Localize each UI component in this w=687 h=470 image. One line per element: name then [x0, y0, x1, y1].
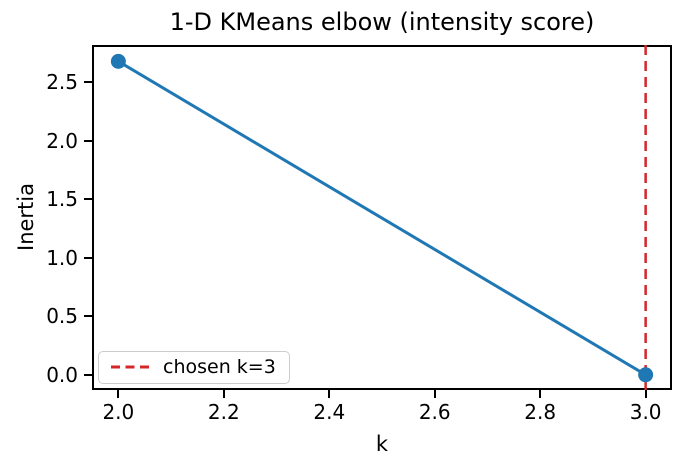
x-tick-label: 2.2: [207, 400, 240, 424]
y-tick-mark: [84, 139, 92, 142]
plot-canvas: [110, 45, 654, 390]
inertia-line: [117, 60, 647, 377]
x-tick-label: 2.0: [102, 400, 135, 424]
x-tick-label: 2.6: [418, 400, 451, 424]
y-tick-label: 1.0: [46, 245, 78, 270]
y-tick-label: 2.5: [46, 70, 78, 95]
y-tick-mark: [84, 315, 92, 318]
x-tick-mark: [433, 390, 436, 398]
y-tick-label: 0.5: [46, 304, 78, 329]
legend: chosen k=3: [98, 351, 290, 384]
y-tick-label: 2.0: [46, 128, 78, 153]
y-tick-label: 1.5: [46, 187, 78, 212]
plot-area: [92, 45, 672, 390]
x-tick-label: 2.8: [524, 400, 557, 424]
data-point-marker: [110, 53, 126, 69]
y-tick-mark: [84, 373, 92, 376]
y-tick-mark: [84, 256, 92, 259]
x-tick-label: 3.0: [629, 400, 662, 424]
x-tick-mark: [644, 390, 647, 398]
y-tick-mark: [84, 81, 92, 84]
chart-title: 1-D KMeans elbow (intensity score): [169, 8, 595, 36]
x-tick-mark: [539, 390, 542, 398]
y-tick-mark: [84, 198, 92, 201]
x-tick-label: 2.4: [313, 400, 346, 424]
x-tick-mark: [222, 390, 225, 398]
x-tick-mark: [117, 390, 120, 398]
legend-dashed-line-sample: [111, 365, 149, 369]
legend-label: chosen k=3: [163, 356, 276, 378]
data-point-marker: [638, 367, 654, 383]
y-tick-label: 0.0: [46, 362, 78, 387]
x-tick-mark: [328, 390, 331, 398]
x-axis-label: k: [375, 432, 389, 456]
